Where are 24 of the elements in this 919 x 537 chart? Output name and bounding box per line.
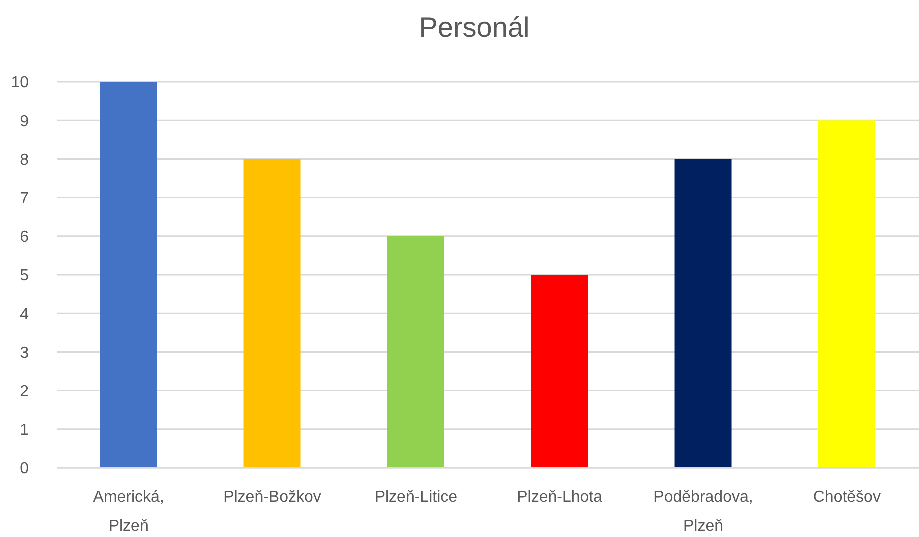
x-tick-label: Poděbradova, Plzeň — [654, 489, 754, 535]
x-tick-label: Plzeň-Litice — [374, 489, 458, 506]
x-tick-label: Americká, Plzeň — [93, 489, 164, 535]
bar — [387, 236, 444, 468]
y-tick-label: 9 — [20, 113, 30, 130]
y-tick-label: 4 — [20, 306, 30, 324]
bar — [100, 82, 158, 468]
chart-title: Personál — [418, 11, 531, 45]
bar — [531, 275, 588, 468]
x-tick-label: Plzeň-Božkov — [224, 489, 322, 506]
x-tick-label: Plzeň-Lhota — [517, 489, 603, 506]
y-tick-label: 2 — [20, 383, 30, 400]
y-tick-label: 3 — [20, 344, 30, 362]
y-tick-label: 0 — [20, 460, 30, 478]
bar — [244, 159, 301, 468]
bar — [818, 120, 876, 468]
x-tick-label: Chotěšov — [813, 489, 881, 506]
y-tick-label: 8 — [20, 152, 30, 169]
y-tick-label: 1 — [20, 422, 30, 440]
y-tick-label: 10 — [11, 74, 30, 92]
y-tick-label: 6 — [20, 229, 30, 246]
bar — [674, 159, 732, 468]
y-tick-label: 7 — [20, 190, 30, 208]
y-tick-label: 5 — [20, 268, 30, 285]
